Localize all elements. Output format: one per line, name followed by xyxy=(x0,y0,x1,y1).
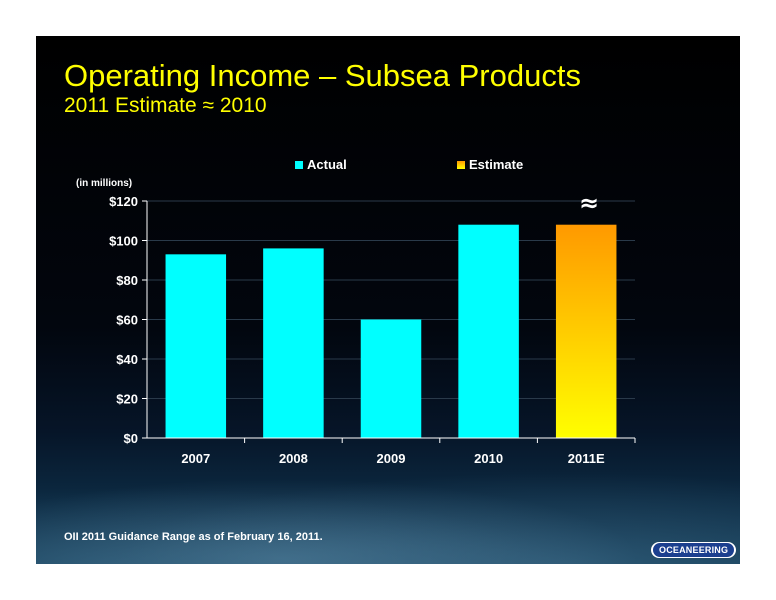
bar-2010 xyxy=(458,224,519,438)
logo-text: OCEANEERING xyxy=(653,543,735,557)
slide: Operating Income – Subsea Products 2011 … xyxy=(36,36,740,564)
y-unit-note: (in millions) xyxy=(76,178,132,189)
y-tick-label: $120 xyxy=(109,194,138,209)
legend-label-actual: Actual xyxy=(307,157,347,172)
x-tick-label: 2010 xyxy=(474,451,503,466)
bar-2007 xyxy=(165,254,227,438)
slide-subtitle: 2011 Estimate ≈ 2010 xyxy=(64,94,267,117)
axes xyxy=(146,201,636,443)
bar-2011e xyxy=(555,224,617,438)
legend-swatch-estimate xyxy=(457,161,465,169)
slide-title: Operating Income – Subsea Products xyxy=(64,58,581,93)
y-tick-label: $0 xyxy=(124,431,138,446)
seafloor-background xyxy=(36,456,740,564)
x-tick-label: 2009 xyxy=(377,451,406,466)
y-tick-label: $60 xyxy=(116,313,138,328)
x-tick-label: 2008 xyxy=(279,451,308,466)
approx-annotation: ≈ xyxy=(579,189,599,217)
y-tick-label: $40 xyxy=(116,352,138,367)
x-tick-labels: 2007 2008 2009 2010 2011E xyxy=(181,451,605,466)
y-tick-label: $80 xyxy=(116,273,138,288)
oceaneering-logo: OCEANEERING xyxy=(651,542,737,558)
bar-2009 xyxy=(360,319,422,438)
footnote: OII 2011 Guidance Range as of February 1… xyxy=(64,531,323,543)
x-tick-label: 2011E xyxy=(568,451,605,466)
x-tick-label: 2007 xyxy=(181,451,210,466)
legend: Actual Estimate xyxy=(295,157,523,172)
y-tick-labels: $0 $20 $40 $60 $80 $100 $120 xyxy=(109,194,138,446)
bar-2008 xyxy=(263,248,324,438)
bar-chart: $0$20$40$60$80$100$120 2007 2008 2009 2010 2… xyxy=(76,157,636,466)
legend-label-estimate: Estimate xyxy=(469,157,523,172)
legend-swatch-actual xyxy=(295,161,303,169)
bars xyxy=(165,224,617,438)
y-tick-label: $20 xyxy=(116,392,138,407)
y-tick-label: $100 xyxy=(109,234,138,249)
